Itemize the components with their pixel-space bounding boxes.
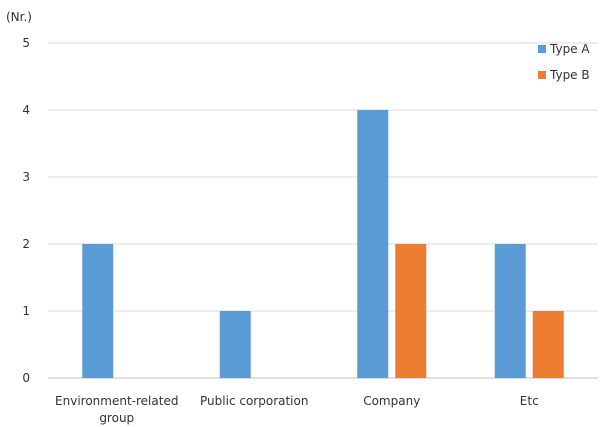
x-tick-labels: Environment-related group Public corporati…	[55, 394, 539, 425]
y-axis-unit-label: (Nr.)	[6, 10, 32, 24]
bar-type-a	[219, 311, 251, 378]
x-tick-label: Public corporation	[200, 394, 308, 408]
bar-type-b	[395, 244, 427, 378]
bar-type-a	[82, 244, 114, 378]
legend-item-type-a: Type A	[538, 36, 608, 62]
x-tick-label: Environment-related group	[55, 394, 178, 425]
bar-type-b	[532, 311, 564, 378]
x-tick-label: Company	[363, 394, 420, 408]
legend: Type A Type B	[538, 36, 608, 88]
legend-swatch-type-a	[538, 45, 546, 53]
y-tick-label: 3	[22, 170, 30, 184]
bar-type-a	[494, 244, 526, 378]
legend-label-type-b: Type B	[550, 68, 590, 82]
y-tick-label: 5	[22, 36, 30, 50]
y-tick-label: 1	[22, 304, 30, 318]
legend-item-type-b: Type B	[538, 62, 608, 88]
y-tick-label: 4	[22, 103, 30, 117]
y-tick-label: 2	[22, 237, 30, 251]
legend-swatch-type-b	[538, 71, 546, 79]
y-tick-labels: 0 1 2 3 4 5	[22, 36, 30, 385]
x-tick-label: Etc	[520, 394, 539, 408]
legend-label-type-a: Type A	[550, 42, 590, 56]
y-tick-label: 0	[22, 371, 30, 385]
bars	[82, 110, 564, 378]
bar-type-a	[357, 110, 389, 378]
